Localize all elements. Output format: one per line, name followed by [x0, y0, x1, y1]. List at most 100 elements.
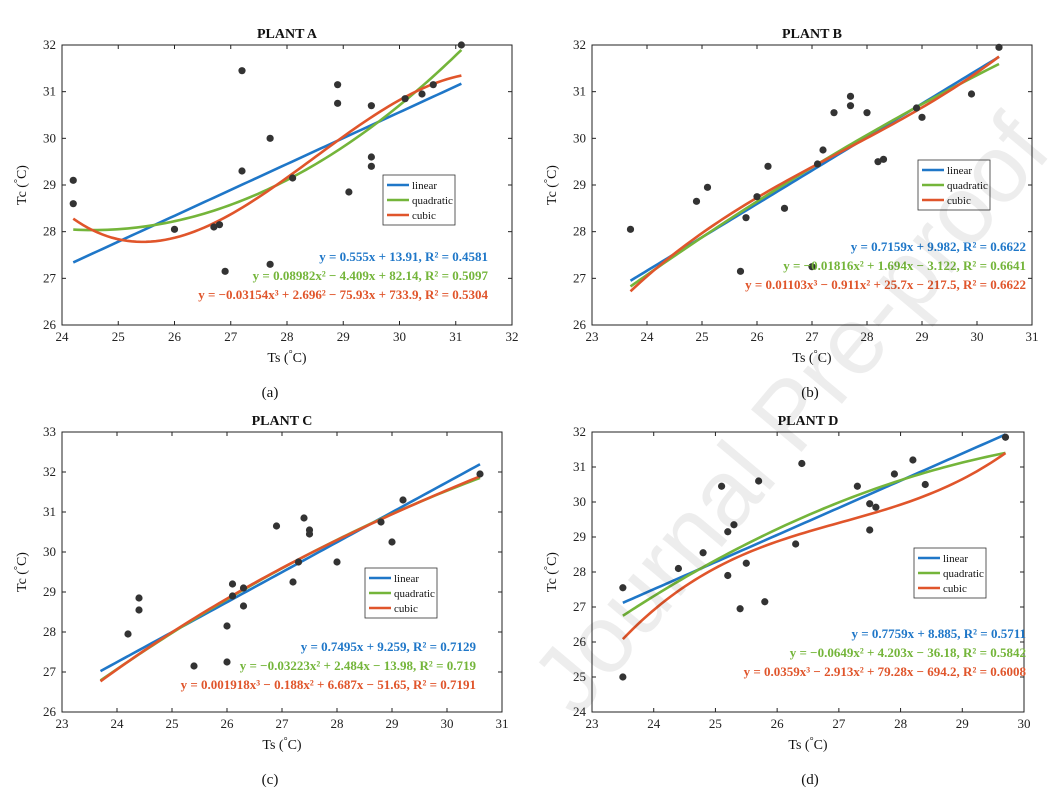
data-point: [846, 102, 855, 110]
equation-quadratic: y = 0.08982x² − 4.409x + 82.14, R² = 0.5…: [253, 268, 489, 283]
y-tick-label: 29: [43, 177, 56, 192]
data-point: [724, 528, 732, 536]
data-point: [921, 480, 929, 489]
x-tick-label: 24: [56, 329, 70, 344]
data-point: [272, 522, 281, 530]
data-point: [345, 188, 353, 196]
fit-curves: [621, 433, 1007, 641]
x-tick-label: 25: [166, 716, 179, 731]
data-point: [830, 109, 838, 117]
data-point: [703, 183, 712, 191]
fit-line-quadratic: [73, 48, 463, 232]
x-tick-label: 23: [56, 716, 69, 731]
data-point: [399, 496, 407, 504]
data-point: [674, 564, 683, 573]
data-point: [377, 518, 385, 526]
data-point: [223, 658, 231, 666]
x-tick-label: 24: [647, 716, 661, 731]
data-point: [135, 594, 143, 602]
legend-label-cubic: cubic: [947, 195, 971, 207]
legend-label-quadratic: quadratic: [412, 195, 453, 207]
x-tick-label: 26: [771, 716, 785, 731]
data-point: [239, 602, 248, 610]
x-axis-label: Ts (°C): [262, 736, 302, 754]
legend-label-quadratic: quadratic: [943, 568, 984, 580]
legend: linear quadratic cubic: [364, 567, 438, 619]
y-tick-label: 31: [43, 504, 56, 519]
y-tick-label: 30: [573, 130, 586, 145]
chart-panel-2: 23 24 25 26 27 28 29 30 31 26 27 28 29 30 31 32 PLANT B T…: [543, 27, 1039, 366]
data-point: [798, 459, 806, 468]
data-point: [742, 214, 750, 222]
chart-panel-3: 23 24 25 26 27 28 29 30 31 26 27 28 29 30 31 32 33 PLANT …: [13, 414, 509, 753]
data-point: [69, 176, 77, 184]
y-tick-label: 26: [573, 634, 587, 649]
data-point: [692, 197, 701, 205]
x-tick-label: 30: [971, 329, 984, 344]
y-axis-label: Tc (°C): [13, 165, 31, 205]
chart-panel-4: 23 24 25 26 27 28 29 30242526272829303132PLANT …: [543, 414, 1031, 753]
data-point: [967, 90, 976, 98]
x-tick-label: 25: [709, 716, 722, 731]
fit-line-cubic: [72, 74, 462, 244]
data-point: [1001, 433, 1010, 441]
x-tick-label: 27: [832, 716, 846, 731]
data-point: [912, 104, 921, 112]
x-tick-label: 24: [641, 329, 655, 344]
data-point: [872, 503, 880, 511]
data-point: [210, 223, 218, 231]
legend-label-linear: linear: [412, 180, 437, 192]
data-point: [238, 167, 246, 175]
data-point: [736, 267, 745, 275]
data-point: [476, 470, 484, 478]
x-tick-label: 26: [168, 329, 182, 344]
data-point: [995, 43, 1003, 51]
data-point: [69, 200, 77, 208]
x-tick-label: 28: [331, 716, 344, 731]
x-tick-label: 29: [956, 716, 969, 731]
data-point: [305, 530, 314, 538]
data-point: [124, 630, 132, 638]
data-point: [388, 538, 396, 546]
y-axis-label: Tc (°C): [543, 165, 561, 205]
data-point: [792, 540, 800, 548]
data-point: [294, 558, 303, 566]
y-tick-label: 32: [43, 464, 56, 479]
data-point: [170, 225, 179, 233]
x-tick-label: 32: [506, 329, 519, 344]
y-tick-label: 28: [43, 624, 56, 639]
data-point: [221, 267, 229, 275]
legend: linear quadratic cubic: [917, 159, 991, 211]
x-tick-label: 24: [111, 716, 125, 731]
y-tick-label: 24: [573, 704, 587, 719]
x-tick-label: 25: [696, 329, 709, 344]
x-tick-label: 28: [281, 329, 294, 344]
equation-linear: y = 0.7159x + 9.982, R² = 0.6622: [851, 239, 1026, 254]
equation-linear: y = 0.7759x + 8.885, R² = 0.5711: [851, 626, 1026, 641]
data-point: [761, 598, 769, 606]
y-tick-label: 31: [43, 84, 56, 99]
y-tick-label: 25: [573, 669, 586, 684]
x-tick-label: 23: [586, 329, 599, 344]
fit-curves: [99, 463, 481, 683]
data-point: [764, 162, 772, 170]
y-tick-label: 30: [573, 494, 586, 509]
data-point: [239, 584, 248, 592]
y-tick-label: 29: [43, 584, 56, 599]
x-tick-label: 30: [441, 716, 454, 731]
y-tick-label: 27: [573, 270, 587, 285]
data-point: [190, 662, 198, 670]
fit-line-linear: [622, 433, 1007, 605]
y-tick-label: 29: [573, 177, 586, 192]
x-tick-label: 23: [586, 716, 599, 731]
x-tick-label: 25: [112, 329, 125, 344]
data-point: [266, 134, 274, 142]
data-point: [289, 174, 297, 182]
legend: linear quadratic cubic: [382, 174, 456, 226]
legend-label-linear: linear: [947, 165, 972, 177]
y-axis-label: Tc (°C): [543, 552, 561, 592]
x-tick-label: 29: [337, 329, 350, 344]
legend-label-quadratic: quadratic: [947, 180, 988, 192]
y-tick-label: 33: [43, 424, 56, 439]
y-tick-label: 29: [573, 529, 586, 544]
